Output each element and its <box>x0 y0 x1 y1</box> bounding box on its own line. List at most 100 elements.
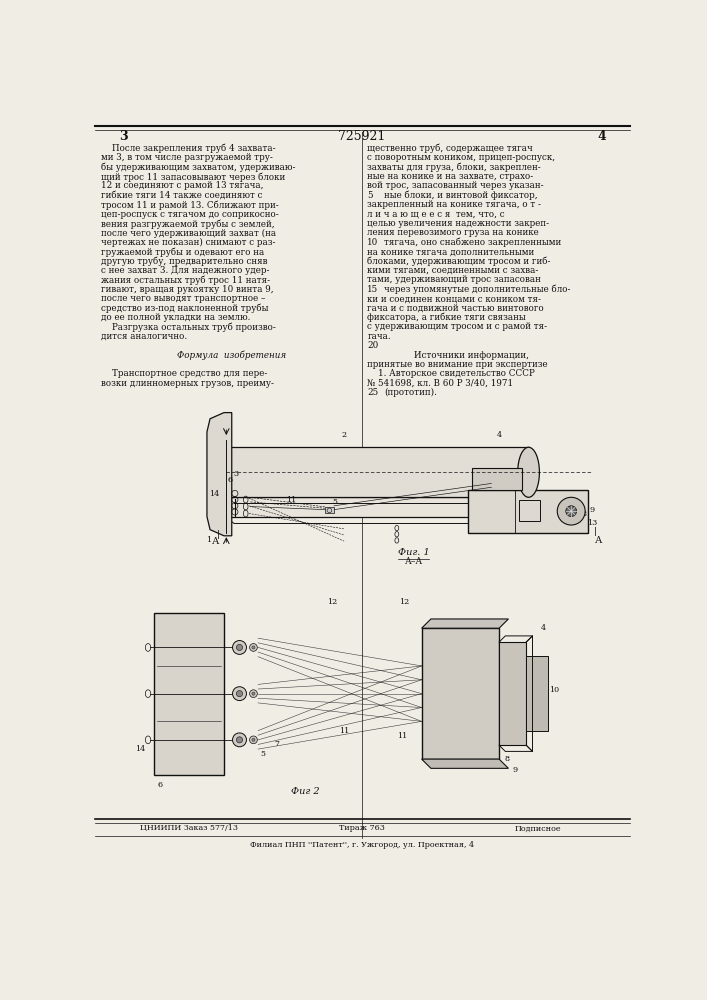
Text: 13: 13 <box>587 519 597 527</box>
Text: 14: 14 <box>135 745 146 753</box>
Text: до ее полной укладки на землю.: до ее полной укладки на землю. <box>101 313 250 322</box>
Text: вой трос, запасованный через указан-: вой трос, запасованный через указан- <box>368 181 544 190</box>
Text: другую трубу, предварительно сняв: другую трубу, предварительно сняв <box>101 257 267 266</box>
Text: ки и соединен концами с коником тя-: ки и соединен концами с коником тя- <box>368 294 542 303</box>
Text: вения разгружаемой трубы с землей,: вения разгружаемой трубы с землей, <box>101 219 274 229</box>
Text: гружаемой трубы и одевают его на: гружаемой трубы и одевают его на <box>101 247 264 257</box>
Text: цеп-роспуск с тягачом до соприкосно-: цеп-роспуск с тягачом до соприкосно- <box>101 210 279 219</box>
Text: Филиал ПНП ''Патент'', г. Ужгород, ул. Проектная, 4: Филиал ПНП ''Патент'', г. Ужгород, ул. П… <box>250 841 474 849</box>
Text: ми 3, в том числе разгружаемой тру-: ми 3, в том числе разгружаемой тру- <box>101 153 273 162</box>
Text: 8: 8 <box>582 510 587 518</box>
Text: средство из-под наклоненной трубы: средство из-под наклоненной трубы <box>101 304 268 313</box>
Text: А–А: А–А <box>404 557 423 566</box>
Text: ления перевозимого груза на конике: ления перевозимого груза на конике <box>368 228 539 237</box>
Text: 3: 3 <box>119 130 127 143</box>
Text: А: А <box>212 537 219 546</box>
FancyBboxPatch shape <box>226 497 552 517</box>
Circle shape <box>233 687 247 701</box>
Text: 4: 4 <box>597 130 606 143</box>
Circle shape <box>252 692 255 695</box>
Text: 9: 9 <box>590 506 595 514</box>
Text: 725921: 725921 <box>338 130 385 143</box>
Text: с нее захват 3. Для надежного удер-: с нее захват 3. Для надежного удер- <box>101 266 269 275</box>
Bar <box>468 490 588 533</box>
Text: После закрепления труб 4 захвата-: После закрепления труб 4 захвата- <box>101 144 276 153</box>
Circle shape <box>233 733 247 747</box>
Circle shape <box>250 690 257 698</box>
Text: ЦНИИПИ Заказ 577/13: ЦНИИПИ Заказ 577/13 <box>140 824 238 832</box>
Text: тами, удерживающий трос запасован: тами, удерживающий трос запасован <box>368 275 542 284</box>
Text: 10: 10 <box>549 686 559 694</box>
Text: л и ч а ю щ е е с я  тем, что, с: л и ч а ю щ е е с я тем, что, с <box>368 210 505 219</box>
Circle shape <box>236 737 243 743</box>
Text: после чего удерживающий захват (на: после чего удерживающий захват (на <box>101 228 276 238</box>
Circle shape <box>236 691 243 697</box>
Text: бы удерживающим захватом, удерживаю-: бы удерживающим захватом, удерживаю- <box>101 163 296 172</box>
Text: блоками, удерживающим тросом и гиб-: блоками, удерживающим тросом и гиб- <box>368 257 551 266</box>
Text: 10: 10 <box>368 238 379 247</box>
Text: Подписное: Подписное <box>515 824 561 832</box>
Polygon shape <box>421 759 508 768</box>
Text: гача.: гача. <box>368 332 391 341</box>
Polygon shape <box>421 619 508 628</box>
Text: через упомянутые дополнительные бло-: через упомянутые дополнительные бло- <box>385 285 571 294</box>
Bar <box>325 507 334 513</box>
Text: закрепленный на конике тягача, о т -: закрепленный на конике тягача, о т - <box>368 200 542 209</box>
Text: 3: 3 <box>233 470 238 478</box>
Text: 12 и соединяют с рамой 13 тягача,: 12 и соединяют с рамой 13 тягача, <box>101 181 263 190</box>
Text: 5: 5 <box>332 498 337 506</box>
Text: 5: 5 <box>368 191 373 200</box>
Bar <box>421 628 499 759</box>
Text: 8: 8 <box>504 755 509 763</box>
Circle shape <box>250 736 257 744</box>
Text: чертежах не показан) снимают с раз-: чертежах не показан) снимают с раз- <box>101 238 275 247</box>
Text: 20: 20 <box>368 341 379 350</box>
Bar <box>226 447 529 497</box>
Text: А: А <box>595 536 602 545</box>
Text: 1. Авторское свидетельство СССР: 1. Авторское свидетельство СССР <box>368 369 535 378</box>
Text: 15: 15 <box>368 285 378 294</box>
Text: на конике тягача дополнительными: на конике тягача дополнительными <box>368 247 534 256</box>
Text: 11: 11 <box>286 496 296 504</box>
Text: 7: 7 <box>274 740 279 748</box>
Text: фиксатора, а гибкие тяги связаны: фиксатора, а гибкие тяги связаны <box>368 313 526 322</box>
Text: принятые во внимание при экспертизе: принятые во внимание при экспертизе <box>368 360 548 369</box>
Text: 1: 1 <box>206 536 211 544</box>
Text: Разгрузка остальных труб произво-: Разгрузка остальных труб произво- <box>101 322 276 332</box>
Text: ные блоки, и винтовой фиксатор,: ные блоки, и винтовой фиксатор, <box>385 191 538 200</box>
Text: 14: 14 <box>209 490 219 498</box>
Text: гибкие тяги 14 также соединяют с: гибкие тяги 14 также соединяют с <box>101 191 262 200</box>
Circle shape <box>252 738 255 741</box>
Text: № 541698, кл. В 60 Р 3/40, 1971: № 541698, кл. В 60 Р 3/40, 1971 <box>368 379 513 388</box>
Text: ные на конике и на захвате, страхо-: ные на конике и на захвате, страхо- <box>368 172 534 181</box>
Text: с поворотным коником, прицеп-роспуск,: с поворотным коником, прицеп-роспуск, <box>368 153 556 162</box>
Text: Транспортное средство для пере-: Транспортное средство для пере- <box>101 369 267 378</box>
Text: гача и с подвижной частью винтового: гача и с подвижной частью винтового <box>368 304 544 313</box>
Text: 2: 2 <box>341 431 346 439</box>
Text: Источники информации,: Источники информации, <box>414 351 529 360</box>
Text: Фиг. 1: Фиг. 1 <box>398 548 430 557</box>
Text: 9: 9 <box>512 766 518 774</box>
Text: тросом 11 и рамой 13. Сближают при-: тросом 11 и рамой 13. Сближают при- <box>101 200 279 210</box>
Circle shape <box>233 641 247 654</box>
Text: 5: 5 <box>260 750 265 758</box>
Circle shape <box>250 644 257 651</box>
Text: жания остальных труб трос 11 натя-: жания остальных труб трос 11 натя- <box>101 275 270 285</box>
Text: 12: 12 <box>327 598 338 606</box>
Bar <box>526 656 548 731</box>
Bar <box>472 468 522 490</box>
Bar <box>518 500 540 521</box>
Text: гивают, вращая рукоятку 10 винта 9,: гивают, вращая рукоятку 10 винта 9, <box>101 285 274 294</box>
Text: дится аналогично.: дится аналогично. <box>101 332 187 341</box>
Text: |: | <box>217 530 220 539</box>
Text: 25: 25 <box>368 388 378 397</box>
Text: целью увеличения надежности закреп-: целью увеличения надежности закреп- <box>368 219 549 228</box>
Circle shape <box>557 497 585 525</box>
Text: 4: 4 <box>496 431 502 439</box>
Text: с удерживающим тросом и с рамой тя-: с удерживающим тросом и с рамой тя- <box>368 322 547 331</box>
Circle shape <box>252 646 255 649</box>
Text: |: | <box>595 527 597 536</box>
Text: после чего выводят транспортное –: после чего выводят транспортное – <box>101 294 265 303</box>
Text: 11: 11 <box>397 732 407 740</box>
Text: 11: 11 <box>339 727 349 735</box>
